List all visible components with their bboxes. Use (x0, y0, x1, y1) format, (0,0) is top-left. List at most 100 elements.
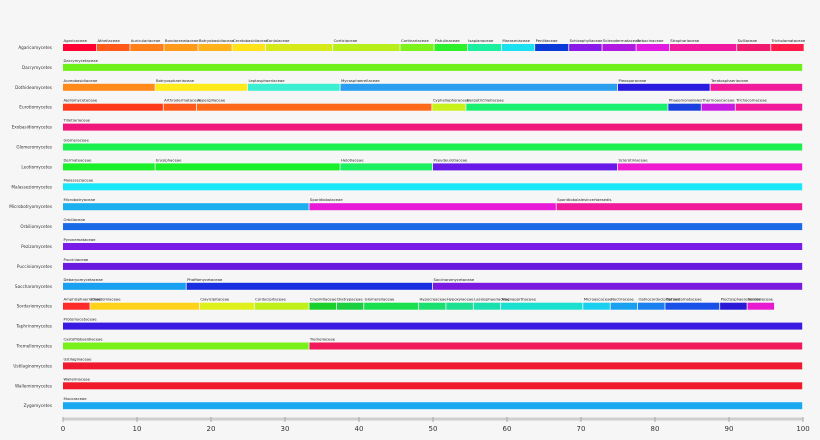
segment-label: Cystofilobasidiaceae (64, 337, 104, 342)
bar-segment (418, 302, 446, 310)
bar-segment (467, 44, 502, 51)
bar-segment (771, 44, 804, 51)
bar-segment (737, 44, 771, 51)
segment-label: Leptosphaeriaceae (249, 78, 286, 83)
x-tick-label: 10 (133, 425, 142, 433)
chart-row: Microbotryomycetes Microbotryaceae Sporidi… (9, 197, 803, 211)
bar-segment (63, 63, 803, 71)
segment-label: Pseudeurotiaceae (434, 157, 469, 162)
segment-label: Ophiocordycipitaceae (638, 297, 680, 302)
row-label: Tremellomycetes (15, 344, 52, 349)
bar-segment (63, 123, 803, 131)
segment-label: Phaffomycetaceae (187, 277, 223, 282)
bar-segment (340, 163, 433, 171)
segment-label: Ustilaginaceae (64, 356, 93, 361)
segment-label: Lasiosphaeriaceae (474, 297, 510, 302)
bar-segment (637, 302, 665, 310)
segment-label: Corticiaceae (334, 38, 358, 43)
segment-label: Pleosporaceae (619, 78, 647, 83)
segment-label: Clavicipitaceae (200, 297, 230, 302)
bar-segment (63, 342, 309, 350)
bar-segment (248, 83, 340, 91)
bar-segment (556, 203, 803, 211)
bar-segment (198, 44, 232, 51)
bar-segment (701, 103, 735, 111)
bar-segment (63, 203, 309, 211)
bar-segment (473, 302, 501, 310)
segment-label: Hypoxylaceae (447, 297, 474, 302)
bar-segment (63, 302, 90, 310)
chart-row: Malasseziomycetes Malasseziaceae (11, 177, 803, 191)
segment-label: Orbiliaceae (64, 217, 86, 222)
bar-segment (63, 282, 186, 290)
segment-label: Cordycipitaceae (255, 297, 286, 302)
bar-segment (199, 302, 254, 310)
bar-segment (196, 103, 432, 111)
bar-segment (309, 302, 336, 310)
segment-label: Botryosphaeriaceae (156, 78, 195, 83)
x-axis: 0 10 20 30 40 50 60 70 80 90 100 (61, 417, 810, 433)
segment-label: Mucoraceae (64, 396, 88, 401)
bar-segment (265, 44, 333, 51)
segment-label: Teratosphaeriaceae (710, 78, 749, 83)
segment-label: Schizophyllaceae (570, 38, 604, 43)
row-label: Saccharomycetes (15, 284, 52, 289)
bar-segment (155, 83, 248, 91)
chart-row: Pucciniomycetes Pucciniaceae (17, 257, 803, 270)
row-label: Microbotryomycetes (9, 204, 52, 209)
segment-label: Bondarzewiaceae (165, 38, 199, 43)
bar-segment (97, 44, 130, 51)
segment-label: Wallemiaceae (64, 376, 91, 381)
segment-label: Auriculariaceae (131, 38, 161, 43)
segment-label: Dacrymycetaceae (64, 58, 99, 63)
segment-label: Atheliaceae (98, 38, 121, 43)
chart-row: Dothideomycetes Aureobasidiaceae Botryosph… (15, 78, 803, 91)
x-tick-label: 80 (651, 425, 660, 433)
segment-label: Sclerotiniaceae (619, 157, 649, 162)
bar-segment (333, 44, 400, 51)
segment-label: Debaryomycetaceae (64, 277, 104, 282)
segment-label: Marasmiaceae (502, 38, 530, 43)
segment-label: Plectosphaerellaceae (721, 297, 762, 302)
bar-segment (340, 83, 618, 91)
chart-row: Saccharomycetes Debaryomycetaceae Phaffomy… (15, 277, 803, 290)
row-label: Orbiliomycetes (20, 224, 52, 229)
bar-segment (720, 302, 747, 310)
bar-segment (63, 362, 803, 370)
segment-label: Chaetomiaceae (91, 297, 121, 302)
bar-segment (63, 103, 163, 111)
bar-segment (254, 302, 309, 310)
bar-segment (186, 282, 433, 290)
segment-label: Hypocreaceae (419, 297, 447, 302)
bar-segment (63, 44, 97, 51)
segment-label: Microascaceae (584, 297, 613, 302)
row-label: Exobasidiomycetes (12, 125, 52, 130)
segment-label: Erysiphaceae (156, 157, 182, 162)
bar-segment (618, 163, 803, 171)
row-label: Eurotiomycetes (19, 105, 52, 110)
bar-segment (63, 243, 803, 250)
segment-label: Trichocomaceae (735, 98, 767, 103)
segment-label: Glomeraceae (64, 138, 90, 143)
segment-label: Mycosphaerellaceae (341, 78, 380, 83)
segment-label: Peniltaceae (536, 38, 559, 43)
bar-segment (446, 302, 473, 310)
x-tick-label: 30 (281, 425, 290, 433)
segment-label: Microbotryaceae (64, 197, 96, 202)
row-label: Taphrinomycetes (15, 324, 52, 329)
bar-segment (602, 44, 636, 51)
row-label: Pucciniomycetes (17, 264, 52, 269)
chart-row: Ustilaginomycetes Ustilaginaceae (13, 356, 803, 370)
bar-segment (130, 44, 164, 51)
row-label: Dothideomycetes (15, 85, 52, 90)
bar-segment (665, 302, 720, 310)
segment-label: Diatrypaceae (337, 297, 363, 302)
bar-segment (433, 282, 803, 290)
bar-segment (618, 83, 710, 91)
chart-row: Orbiliomycetes Orbiliaceae (20, 217, 803, 231)
bar-segment (569, 44, 602, 51)
segment-label: Ceratobasidiaceae (233, 38, 269, 43)
x-tick-label: 70 (577, 425, 586, 433)
segment-label: Agaricaceae (64, 38, 88, 43)
